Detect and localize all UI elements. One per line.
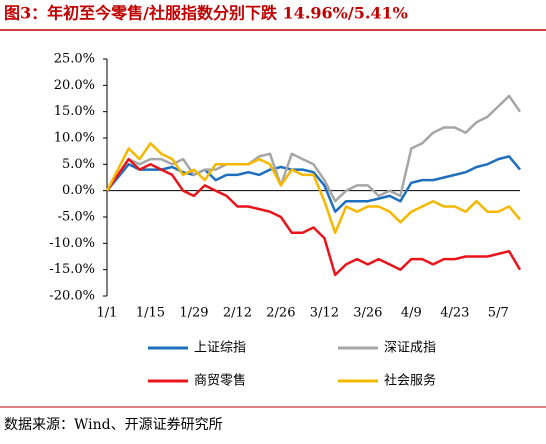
x-tick-label: 1/29: [179, 306, 208, 321]
x-tick-label: 2/26: [266, 306, 295, 321]
series-line: [105, 94, 522, 203]
x-tick-label: 5/7: [488, 306, 509, 321]
x-tick-label: 1/15: [136, 306, 165, 321]
legend-label: 商贸零售: [194, 373, 246, 389]
series-line: [105, 142, 521, 235]
series-line: [105, 157, 522, 277]
legend-label: 上证综指: [194, 341, 246, 356]
y-tick-label: -15.0%: [49, 262, 95, 277]
y-tick-label: 10.0%: [54, 131, 95, 146]
y-tick-label: -10.0%: [49, 236, 95, 251]
y-tick-label: 15.0%: [54, 104, 95, 119]
y-tick-label: 20.0%: [54, 78, 95, 93]
x-tick-label: 3/12: [310, 306, 339, 321]
y-tick-label: 0.0%: [62, 183, 95, 198]
x-tick-label: 2/12: [223, 306, 252, 321]
x-tick-label: 1/1: [97, 306, 118, 321]
legend-label: 深证成指: [384, 341, 436, 356]
y-tick-label: 25.0%: [54, 52, 95, 67]
y-tick-label: 5.0%: [62, 157, 95, 172]
y-tick-label: -5.0%: [58, 210, 95, 225]
series-line: [106, 155, 521, 213]
legend-label: 社会服务: [384, 373, 436, 389]
chart-title: 图3：年初至今零售/社服指数分别下跌 14.96%/5.41%: [4, 4, 408, 23]
x-tick-label: 4/9: [401, 306, 422, 321]
x-tick-label: 4/23: [440, 306, 469, 321]
y-tick-label: -20.0%: [49, 289, 95, 304]
source: 数据来源：Wind、开源证券研究所: [4, 417, 223, 433]
x-tick-label: 3/26: [353, 306, 382, 321]
